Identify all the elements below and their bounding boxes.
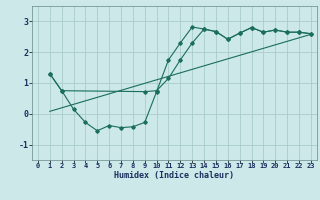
- X-axis label: Humidex (Indice chaleur): Humidex (Indice chaleur): [115, 171, 234, 180]
